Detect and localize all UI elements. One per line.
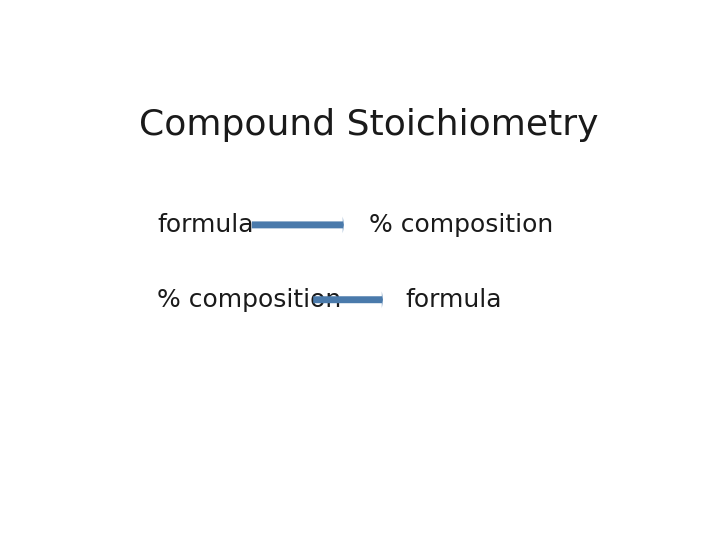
- Text: formula: formula: [157, 213, 253, 237]
- Text: formula: formula: [405, 288, 502, 312]
- Text: Compound Stoichiometry: Compound Stoichiometry: [139, 108, 599, 142]
- Text: % composition: % composition: [157, 288, 341, 312]
- Text: % composition: % composition: [369, 213, 553, 237]
